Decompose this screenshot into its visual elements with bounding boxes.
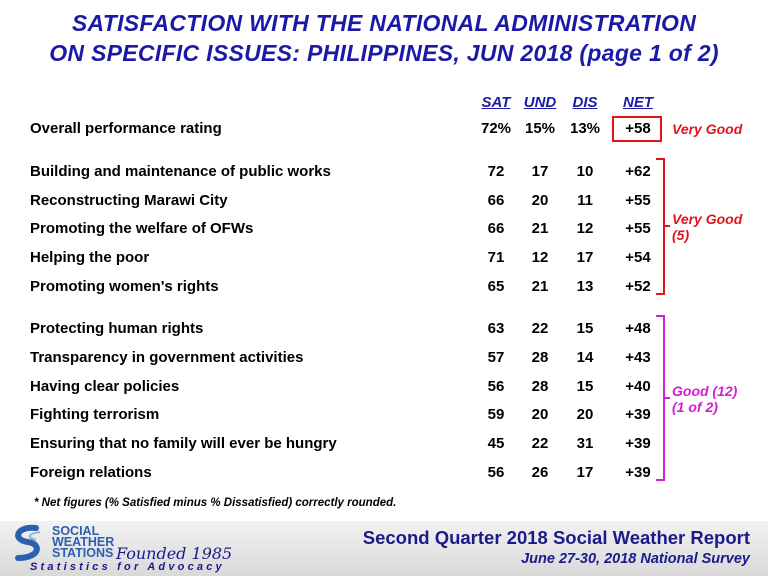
row-label: Foreign relations xyxy=(30,464,152,481)
chart-subtitle: ON SPECIFIC ISSUES: PHILIPPINES, JUN 201… xyxy=(49,40,719,66)
row-sat-value: 72 xyxy=(487,163,505,180)
row-label: Ensuring that no family will ever be hun… xyxy=(30,435,337,452)
row-sat-value: 63 xyxy=(487,320,505,337)
row-dis-value: 31 xyxy=(576,435,594,452)
good-bracket xyxy=(656,315,670,481)
report-title: Second Quarter 2018 Social Weather Repor… xyxy=(362,527,750,548)
footnote: * Net figures (% Satisfied minus % Dissa… xyxy=(34,497,397,509)
overall-net-highlight-box xyxy=(612,116,662,142)
group-good-label: Good (12) (1 of 2) xyxy=(672,383,738,415)
row-label: Fighting terrorism xyxy=(30,406,160,423)
report-subtitle: June 27-30, 2018 National Survey xyxy=(521,551,750,567)
row-und-value: 22 xyxy=(531,320,549,337)
row-und-value: 20 xyxy=(531,406,549,423)
overall-rating: Very Good xyxy=(672,121,743,137)
logo-line-social: SOCIAL xyxy=(52,524,100,538)
row-und-value: 21 xyxy=(531,220,549,237)
row-und-value: 12 xyxy=(531,249,549,266)
row-dis-value: 10 xyxy=(576,163,594,180)
row-sat-value: 71 xyxy=(487,249,505,266)
row-label: Reconstructing Marawi City xyxy=(30,192,228,209)
row-net-value: +55 xyxy=(625,192,651,209)
column-header-und: UND xyxy=(523,94,557,111)
row-net-value: +54 xyxy=(625,249,651,266)
tagline: Statistics for Advocacy xyxy=(30,561,225,573)
row-und-value: 22 xyxy=(531,435,549,452)
overall-sat: 72% xyxy=(480,120,512,137)
row-sat-value: 66 xyxy=(487,220,505,237)
row-label: Transparency in government activities xyxy=(30,349,304,366)
sws-logo-icon xyxy=(15,524,41,561)
row-net-value: +43 xyxy=(625,349,651,366)
row-dis-value: 13 xyxy=(576,278,594,295)
row-dis-value: 12 xyxy=(576,220,594,237)
row-sat-value: 59 xyxy=(487,406,505,423)
overall-und: 15% xyxy=(524,120,556,137)
logo-line-stations: STATIONS xyxy=(52,546,114,560)
row-net-value: +48 xyxy=(625,320,651,337)
chart-title: SATISFACTION WITH THE NATIONAL ADMINISTR… xyxy=(71,10,697,36)
row-label: Helping the poor xyxy=(30,249,150,266)
row-net-value: +40 xyxy=(625,378,651,395)
row-dis-value: 11 xyxy=(577,192,593,209)
row-net-value: +39 xyxy=(625,464,651,481)
overall-dis: 13% xyxy=(569,120,601,137)
row-und-value: 28 xyxy=(531,378,549,395)
row-sat-value: 66 xyxy=(487,192,505,209)
row-label: Protecting human rights xyxy=(30,320,204,337)
row-net-value: +39 xyxy=(625,435,651,452)
row-sat-value: 56 xyxy=(487,464,505,481)
row-label: Having clear policies xyxy=(30,378,180,395)
row-sat-value: 65 xyxy=(487,278,505,295)
column-header-sat: SAT xyxy=(481,94,511,111)
row-sat-value: 57 xyxy=(487,349,505,366)
row-und-value: 28 xyxy=(531,349,549,366)
column-header-net: NET xyxy=(623,94,653,111)
overall-net: +58 xyxy=(625,120,651,137)
overall-label: Overall performance rating xyxy=(30,120,222,137)
column-header-dis: DIS xyxy=(572,94,598,111)
row-und-value: 20 xyxy=(531,192,549,209)
row-dis-value: 14 xyxy=(576,349,594,366)
row-label: Promoting women's rights xyxy=(30,278,219,295)
row-dis-value: 17 xyxy=(576,249,594,266)
row-und-value: 26 xyxy=(531,464,549,481)
row-dis-value: 17 xyxy=(576,464,594,481)
row-und-value: 21 xyxy=(531,278,549,295)
row-net-value: +52 xyxy=(625,278,651,295)
group-very-good-label: Very Good (5) xyxy=(672,211,743,243)
row-dis-value: 20 xyxy=(576,406,594,423)
row-und-value: 17 xyxy=(531,163,549,180)
row-net-value: +55 xyxy=(625,220,651,237)
logo-line-weather: WEATHER xyxy=(52,535,115,549)
row-sat-value: 56 xyxy=(487,378,505,395)
row-label: Promoting the welfare of OFWs xyxy=(30,220,254,237)
footer-bar xyxy=(0,521,768,576)
row-dis-value: 15 xyxy=(576,320,594,337)
founded-text: Founded 1985 xyxy=(116,544,233,563)
row-net-value: +39 xyxy=(625,406,651,423)
row-net-value: +62 xyxy=(625,163,651,180)
row-dis-value: 15 xyxy=(576,378,594,395)
row-label: Building and maintenance of public works xyxy=(30,163,331,180)
row-sat-value: 45 xyxy=(487,435,505,452)
